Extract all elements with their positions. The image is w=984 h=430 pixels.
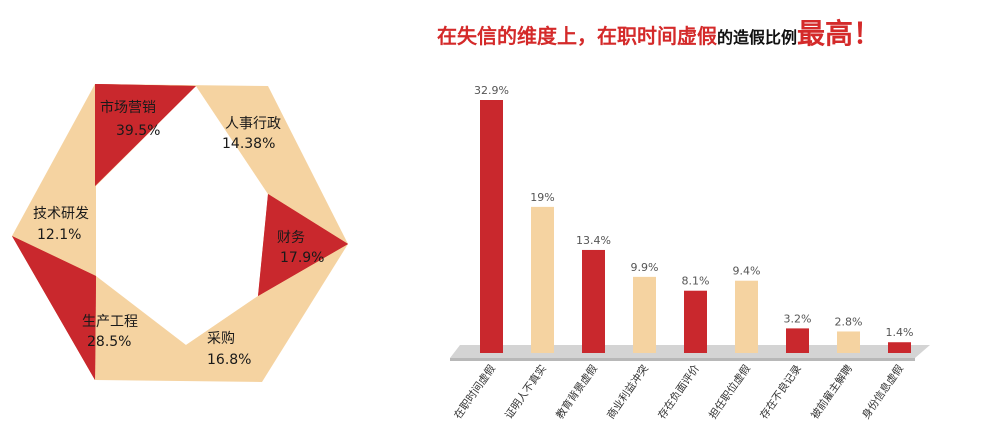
headline-part-1: 在失信的维度上，在职时间虚假	[437, 24, 717, 48]
hex-segment-value: 12.1%	[37, 227, 81, 243]
bar-value-label: 19%	[530, 191, 554, 204]
category-label: 教育背景虚假	[553, 362, 600, 421]
category-label: 在职时间虚假	[451, 362, 498, 421]
headline-part-3: 最高！	[797, 17, 882, 50]
hex-segment-name: 人事行政	[225, 116, 281, 132]
hex-segment-name: 生产工程	[82, 314, 138, 330]
category-label: 存在不良记录	[757, 362, 804, 421]
category-label: 身份信息虚假	[859, 362, 906, 421]
bar-5	[684, 290, 707, 353]
hex-segment-value: 28.5%	[87, 334, 131, 350]
hex-segment-value: 39.5%	[116, 123, 160, 139]
bar-value-label: 3.2%	[784, 312, 812, 325]
bar-7	[786, 328, 809, 353]
headline: 在失信的维度上，在职时间虚假的造假比例最高！	[437, 12, 881, 52]
hex-beige-wedge-1	[196, 86, 268, 194]
category-label: 被前雇主解聘	[808, 362, 855, 421]
hex-segment-name: 财务	[277, 230, 305, 246]
category-label: 证明人不真实	[502, 362, 549, 421]
bar-value-label: 13.4%	[576, 234, 611, 247]
hex-blade-production-top	[12, 236, 96, 380]
hex-segment-value: 16.8%	[207, 352, 251, 368]
hex-segment-name: 市场营销	[100, 99, 156, 116]
bar-6	[735, 280, 758, 353]
bar-value-label: 9.4%	[733, 265, 761, 278]
chart-floor-edge	[450, 358, 915, 361]
bar-3	[582, 249, 605, 353]
hex-beige-wedge-2	[186, 296, 262, 382]
bar-value-label: 1.4%	[886, 326, 914, 339]
hexagon-ring-chart: 市场营销 39.5% 人事行政 14.38% 财务 17.9% 采购 16.8% 生产工程 28.…	[12, 84, 348, 382]
bar-8	[837, 331, 860, 353]
hex-segment-value: 17.9%	[280, 250, 324, 266]
bar-value-label: 2.8%	[835, 315, 863, 328]
category-label: 存在负面评价	[655, 362, 702, 421]
hex-inner-hole	[96, 86, 268, 345]
bar-1	[480, 100, 503, 353]
bar-2	[531, 206, 554, 353]
category-label: 担任职位虚假	[706, 362, 753, 421]
hex-beige-wedge-3	[12, 186, 96, 276]
hex-blade-marketing-top	[95, 84, 196, 186]
category-label: 商业利益冲突	[604, 362, 651, 421]
bar-4	[633, 276, 656, 353]
bar-value-label: 8.1%	[682, 275, 710, 288]
hex-segment-value: 14.38%	[222, 136, 275, 152]
hex-segment-name: 采购	[207, 331, 235, 347]
bar-value-label: 9.9%	[631, 261, 659, 274]
bar-value-label: 32.9%	[474, 84, 509, 97]
hex-blade-finance-top	[258, 194, 348, 296]
headline-part-2: 的造假比例	[717, 28, 798, 47]
hex-segment-name: 技术研发	[33, 206, 89, 222]
bar-9	[888, 342, 911, 353]
